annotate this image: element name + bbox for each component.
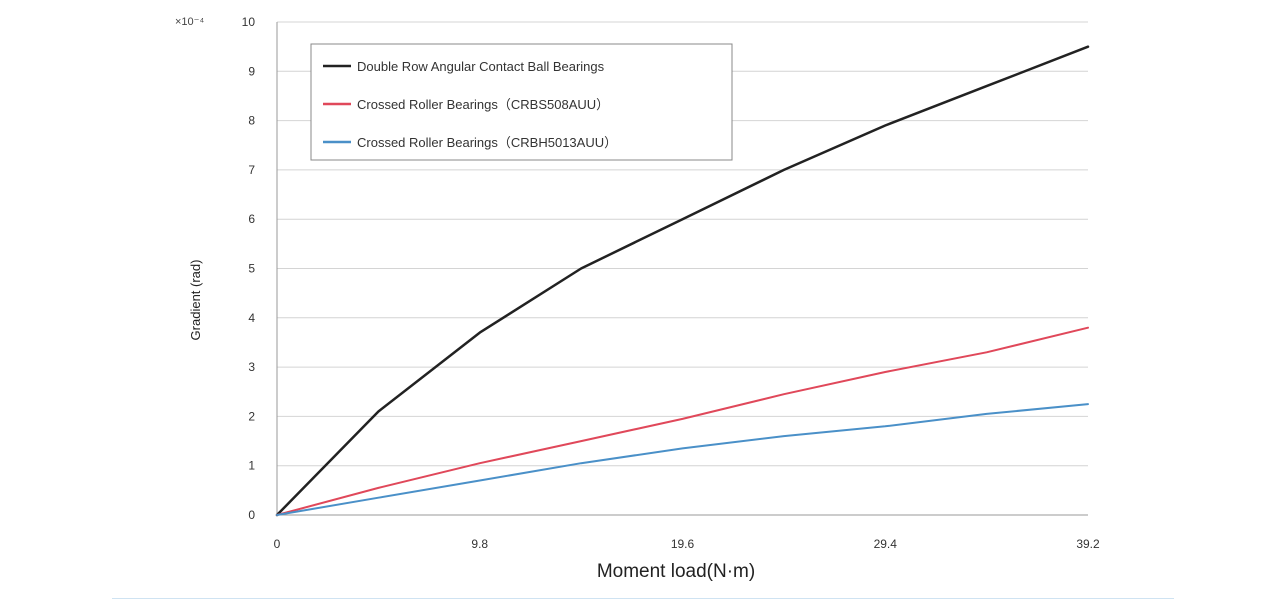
x-tick-label: 9.8 [471,537,488,551]
x-tick-label: 39.2 [1076,537,1100,551]
series-line-2 [276,326,1089,516]
y-tick-label: 4 [248,311,255,325]
y-tick-label: 10 [242,15,256,29]
x-axis-title: Moment load(N·m) [597,561,755,582]
axes-layer: 0 1 2 3 4 5 6 7 8 9 10 0 9.8 19.6 29.4 39.2 [242,15,1100,551]
legend-label-2: Crossed Roller Bearings（CRBS508AUU） [357,97,609,112]
x-tick-label: 29.4 [874,537,898,551]
x-tick-label: 19.6 [671,537,695,551]
y-axis-multiplier: ×10⁻⁴ [175,16,204,28]
y-tick-label: 8 [248,114,255,128]
y-tick-label: 9 [248,64,255,78]
legend: Double Row Angular Contact Ball Bearings… [310,43,733,161]
series-layer [275,45,1090,517]
series-line-1 [275,45,1090,517]
y-axis-title: Gradient (rad) [188,260,203,341]
y-tick-label: 1 [248,459,255,473]
x-tick-label: 0 [274,537,281,551]
y-tick-label: 2 [248,409,255,423]
y-tick-label: 3 [248,360,255,374]
series-line-3 [276,403,1089,516]
bottom-divider [112,598,1174,599]
y-tick-label: 0 [248,508,255,522]
y-tick-label: 5 [248,262,255,276]
y-tick-label: 7 [248,163,255,177]
legend-label-1: Double Row Angular Contact Ball Bearings [357,59,605,74]
legend-box [310,43,733,161]
y-tick-label: 6 [248,212,255,226]
legend-label-3: Crossed Roller Bearings（CRBH5013AUU） [357,135,617,150]
